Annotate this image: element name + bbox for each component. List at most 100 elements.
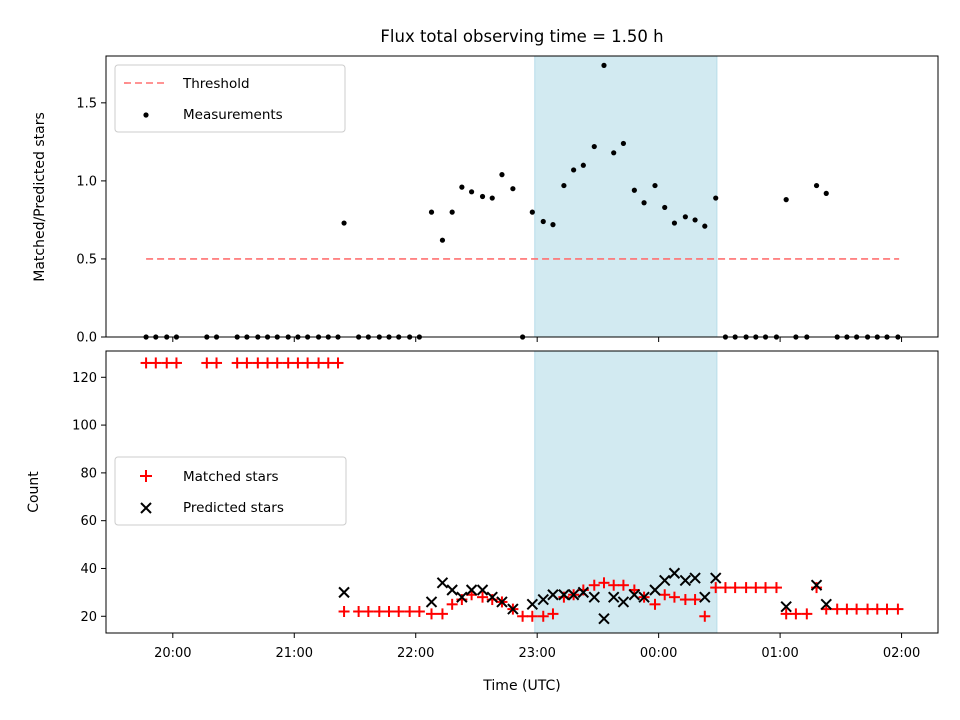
measurement-point: [692, 217, 698, 223]
legend-threshold-label: Threshold: [182, 76, 250, 92]
matched-star-marker: [801, 608, 813, 620]
matched-star-marker: [892, 603, 904, 615]
legend-matched-swatch: [140, 470, 152, 482]
count-x-tick-label: 22:00: [397, 646, 434, 661]
matched-star-marker: [668, 591, 680, 603]
measurement-point: [540, 218, 546, 225]
count-plot-frame: [105, 350, 939, 634]
matched-star-marker: [332, 357, 344, 369]
count-y-tick-label: 60: [80, 514, 97, 529]
chart-title: Flux total observing time = 1.50 h: [380, 27, 663, 46]
matched-star-marker: [373, 605, 385, 617]
measurement-point: [813, 182, 820, 189]
matched-star-marker: [338, 605, 350, 617]
matched-star-marker: [871, 603, 883, 615]
measurement-point: [662, 204, 668, 211]
matched-star-marker: [322, 357, 334, 369]
matched-star-marker: [477, 591, 489, 603]
matched-star-marker: [170, 357, 182, 369]
measurement-point: [428, 209, 435, 215]
count-x-tick-label: 00:00: [640, 646, 677, 661]
count-x-tick-label: 01:00: [761, 646, 798, 661]
matched-star-marker: [659, 589, 671, 601]
count-legend-box: [114, 456, 347, 526]
ratio-y-tick-label: 0.5: [76, 252, 97, 267]
matched-star-marker: [851, 603, 863, 615]
predicted-star-marker: [547, 589, 559, 601]
matched-star-marker: [649, 598, 661, 610]
matched-star-marker: [383, 605, 395, 617]
legend-matched-label: Matched stars: [183, 469, 279, 485]
measurement-point: [652, 182, 658, 189]
measurement-point: [479, 193, 486, 200]
predicted-star-marker: [456, 591, 468, 603]
measurement-point: [641, 200, 647, 206]
matched-star-marker: [537, 610, 549, 622]
predicted-star-marker: [425, 596, 438, 608]
matched-star-marker: [729, 582, 741, 594]
matched-star-marker: [426, 608, 438, 620]
predicted-star-marker: [567, 589, 580, 601]
matched-star-marker: [881, 603, 893, 615]
predicted-star-marker: [496, 596, 508, 608]
predicted-star-marker: [588, 591, 600, 603]
predicted-star-marker: [628, 589, 641, 601]
measurement-point: [571, 167, 577, 173]
ratio-legend: Threshold Measurements: [114, 64, 346, 133]
measurement-points: [143, 62, 901, 340]
matched-star-marker: [436, 608, 448, 620]
count-x-ticks: 20:00 21:00 22:00 23:00 00:00 01:00 02:00: [154, 633, 920, 661]
predicted-star-marker: [689, 572, 701, 584]
measurement-point: [631, 187, 637, 193]
matched-star-marker: [617, 579, 629, 591]
count-y-tick-label: 120: [72, 371, 97, 386]
measurement-point: [561, 182, 567, 189]
ratio-y-tick-label: 1.0: [76, 174, 97, 189]
predicted-star-marker: [679, 574, 692, 587]
measurement-point: [591, 143, 597, 150]
count-x-tick-label: 21:00: [276, 646, 313, 661]
matched-star-marker: [750, 582, 762, 594]
matched-star-marker: [689, 594, 701, 606]
matched-star-marker: [598, 577, 610, 589]
matched-star-marker: [150, 357, 162, 369]
measurement-point: [611, 150, 617, 156]
count-legend: Matched stars Predicted stars: [114, 456, 347, 526]
predicted-star-marker: [598, 612, 610, 625]
matched-star-marker: [719, 582, 731, 594]
predicted-star-marker: [465, 584, 478, 596]
measurement-point: [823, 190, 829, 196]
predicted-star-marker: [558, 589, 570, 601]
measurement-point: [499, 172, 505, 178]
matched-star-marker: [353, 605, 365, 617]
matched-star-marker: [841, 603, 853, 615]
ratio-y-ticks: 0.0 0.5 1.0 1.5: [76, 96, 106, 346]
predicted-star-marker: [617, 596, 630, 608]
ratio-plot-frame: [105, 55, 939, 338]
measurement-point: [459, 184, 465, 190]
matched-star-marker: [282, 357, 294, 369]
count-x-tick-label: 20:00: [154, 646, 191, 661]
matched-star-marker: [140, 357, 152, 369]
measurement-point: [510, 186, 516, 192]
measurement-point: [449, 209, 455, 215]
count-y-axis-label: Count: [26, 471, 42, 513]
predicted-stars-points: [338, 567, 832, 625]
measurement-point: [682, 214, 688, 220]
predicted-star-marker: [659, 574, 671, 587]
ratio-legend-box: [114, 64, 346, 133]
x-axis-label: Time (UTC): [482, 678, 560, 694]
legend-predicted-label: Predicted stars: [183, 500, 284, 516]
ratio-shaded-region: [534, 55, 718, 338]
predicted-star-marker: [780, 601, 792, 613]
measurement-point: [529, 209, 535, 215]
matched-star-marker: [517, 610, 529, 622]
matched-star-marker: [760, 582, 772, 594]
matched-star-marker: [608, 579, 620, 591]
matched-star-marker: [588, 579, 600, 591]
predicted-star-marker: [537, 593, 549, 606]
ratio-y-axis-label: Matched/Predicted stars: [32, 112, 48, 282]
predicted-star-marker: [810, 579, 823, 591]
matched-star-marker: [362, 605, 374, 617]
predicted-star-marker: [338, 586, 350, 599]
